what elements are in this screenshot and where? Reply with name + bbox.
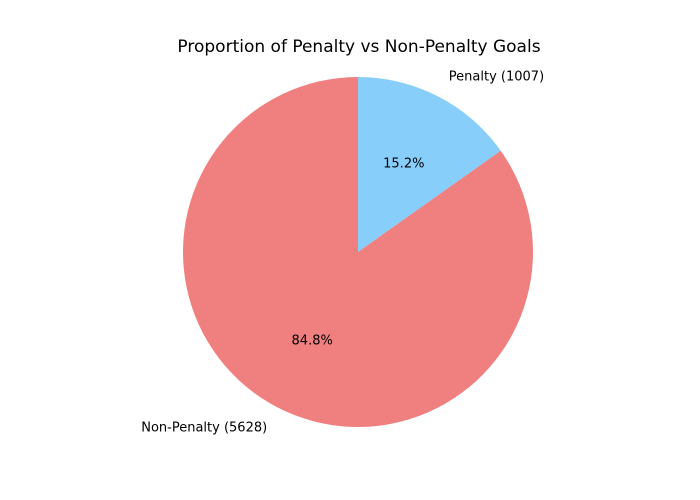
slice-percent-label: 15.2% [383,156,424,171]
pie-slices [182,77,533,427]
chart-title: Proportion of Penalty vs Non-Penalty Goa… [177,37,540,57]
slice-category-label: Penalty (1007) [449,69,544,84]
pie-slice-non-penalty[interactable] [182,77,533,427]
slice-percent-label: 84.8% [292,334,333,349]
pie-labels: 15.2% Penalty (1007) 84.8% Non-Penalty (562… [141,69,544,435]
pie-slice-penalty[interactable] [358,77,501,252]
slice-category-label: Non-Penalty (5628) [141,421,267,436]
